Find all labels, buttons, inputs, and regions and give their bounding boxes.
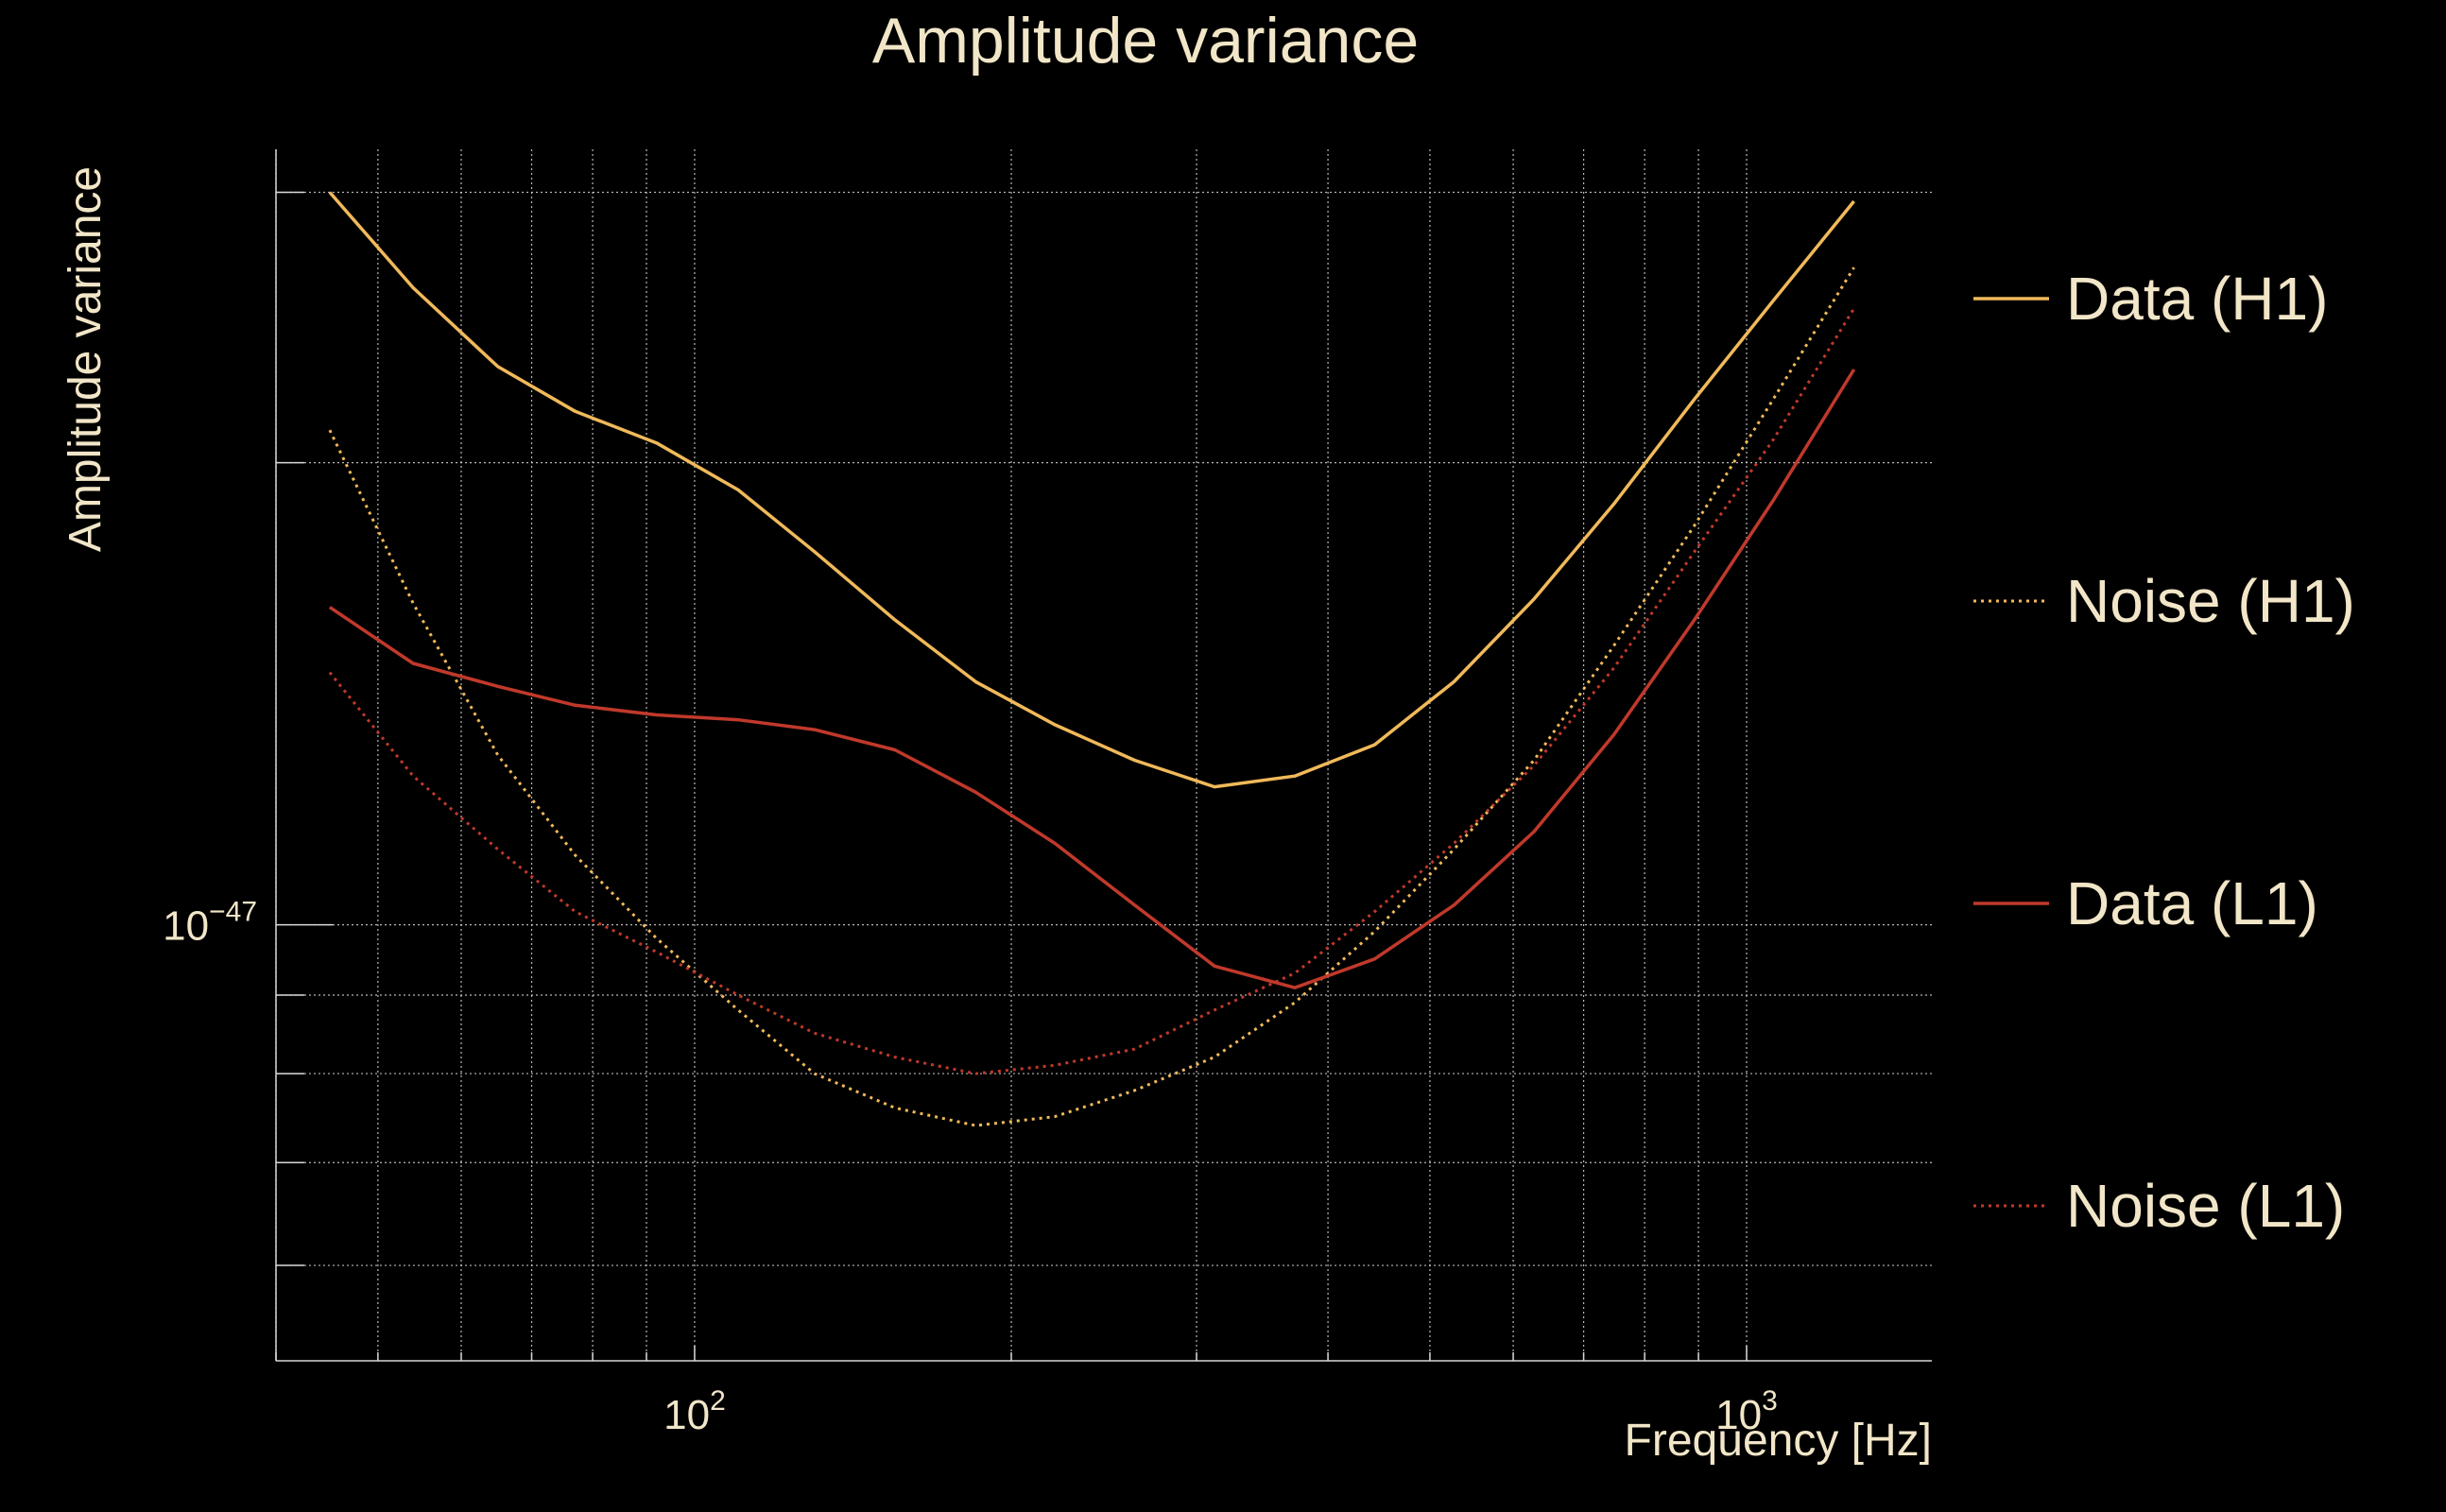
x-tick-label: 102 — [663, 1385, 726, 1438]
grid-lines — [275, 149, 1932, 1361]
legend-label: Noise (L1) — [2066, 1172, 2345, 1240]
legend-label: Data (H1) — [2066, 265, 2328, 333]
tick-labels: 102 103 10−47 — [163, 897, 1778, 1438]
axes — [275, 149, 1932, 1362]
series-lines — [328, 191, 1856, 1127]
chart-title: Amplitude variance — [872, 5, 1419, 77]
series-line-data-l1 — [328, 369, 1856, 989]
series-line-data-h1 — [328, 191, 1855, 789]
legend-label: Noise (H1) — [2066, 567, 2355, 635]
legend: Data (H1) Noise (H1) Data (L1) Noise (L1) — [1973, 265, 2355, 1240]
y-tick-label: 10−47 — [163, 897, 257, 950]
y-axis-label: Amplitude variance — [60, 166, 111, 552]
x-axis-label: Frequency [Hz] — [1625, 1416, 1932, 1466]
legend-label: Data (L1) — [2066, 869, 2318, 937]
x-tick-label: 103 — [1715, 1385, 1778, 1438]
